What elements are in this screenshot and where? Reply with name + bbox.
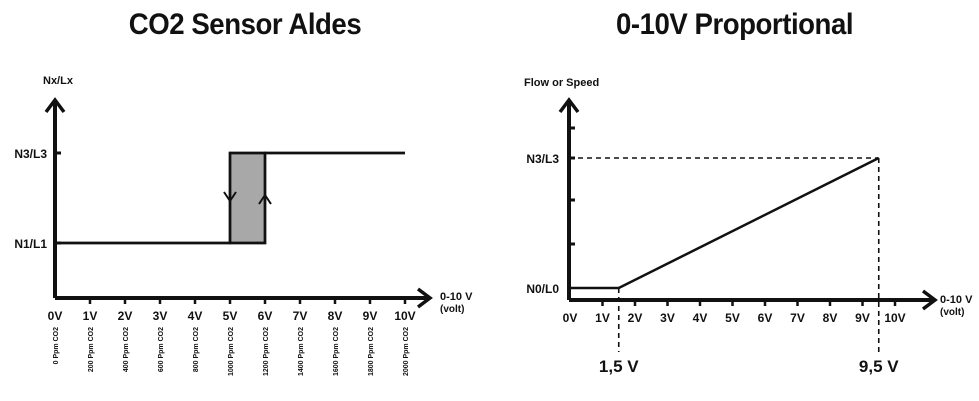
y-tick-label: N3/L3 (14, 147, 47, 161)
x-tick-label: 10V (394, 309, 415, 323)
y-axis-label: Flow or Speed (524, 77, 599, 89)
x-tick-label: 5V (725, 311, 740, 325)
ppm-tick-label: 2000 Ppm CO2 (403, 327, 410, 376)
x-axis-label: 0-10 V (940, 294, 973, 306)
ppm-tick-label: 1600 Ppm CO2 (333, 327, 340, 376)
annotation-label: 1,5 V (599, 357, 639, 376)
hysteresis-band (228, 151, 267, 245)
x-tick-label: 1V (83, 309, 98, 323)
x-tick-label: 8V (823, 311, 838, 325)
x-tick-label: 9V (363, 309, 378, 323)
x-tick-label: 4V (693, 311, 708, 325)
x-tick-label: 9V (855, 311, 870, 325)
series-line (569, 156, 880, 290)
proportional-chart: Flow or Speed N0/L0 N3/L3 0V 1V 2V 3V 4V 5V 6V 7V 8… (524, 77, 973, 376)
x-axis-unit: (volt) (440, 304, 464, 315)
x-tick-label: 0V (48, 309, 63, 323)
x-tick-label: 0V (563, 311, 578, 325)
x-tick-label: 8V (328, 309, 343, 323)
ppm-tick-label: 1000 Ppm CO2 (228, 327, 235, 376)
x-axis-arrowhead (416, 287, 433, 309)
x-tick-label: 1V (595, 311, 610, 325)
y-tick-label: N0/L0 (526, 282, 559, 296)
y-axis-arrowhead (44, 97, 66, 114)
series-line (55, 151, 405, 245)
ppm-tick-label: 1200 Ppm CO2 (263, 327, 270, 376)
proportional-chart-panel: 0-10V Proportional Flow or Speed N0/L0 N3/… (490, 0, 979, 401)
x-axis-arrowhead (921, 289, 938, 311)
up-arrow-icon (258, 193, 272, 205)
y-axis-label: Nx/Lx (43, 75, 74, 87)
ppm-tick-label: 400 Ppm CO2 (123, 327, 130, 372)
x-tick-label: 2V (628, 311, 643, 325)
chart-title: CO2 Sensor Aldes (128, 8, 362, 41)
co2-sensor-chart: Nx/Lx N1/L1 N3/L3 0V 0 Ppm CO2 1V 200 Ppm CO2 2… (14, 75, 473, 376)
ppm-tick-label: 600 Ppm CO2 (158, 327, 165, 372)
annotation-label: 9,5 V (859, 357, 899, 376)
x-tick-label: 7V (293, 309, 308, 323)
x-tick-label: 6V (758, 311, 773, 325)
x-tick-label: 5V (223, 309, 238, 323)
ppm-tick-label: 1400 Ppm CO2 (298, 327, 305, 376)
y-tick-label: N1/L1 (14, 237, 47, 251)
co2-sensor-chart-panel: CO2 Sensor Aldes Nx/Lx N1/L1 N3/L3 0V 0 Ppm … (14, 8, 473, 376)
y-tick-label: N3/L3 (526, 152, 559, 166)
ppm-tick-label: 800 Ppm CO2 (193, 327, 200, 372)
ppm-tick-label: 0 Ppm CO2 (53, 327, 60, 364)
x-axis-unit: (volt) (940, 307, 964, 318)
x-tick-label: 3V (660, 311, 675, 325)
x-tick-label: 4V (188, 309, 203, 323)
x-tick-label: 7V (790, 311, 805, 325)
x-tick-label: 6V (258, 309, 273, 323)
ppm-tick-label: 1800 Ppm CO2 (368, 327, 375, 376)
ppm-tick-label: 200 Ppm CO2 (88, 327, 95, 372)
x-axis-label: 0-10 V (440, 291, 473, 303)
x-tick-label: 2V (118, 309, 133, 323)
chart-title: 0-10V Proportional (615, 8, 854, 41)
x-tick-label: 3V (153, 309, 168, 323)
x-tick-label: 10V (884, 311, 905, 325)
down-arrow-icon (223, 191, 237, 203)
y-axis-arrowhead (558, 97, 580, 114)
